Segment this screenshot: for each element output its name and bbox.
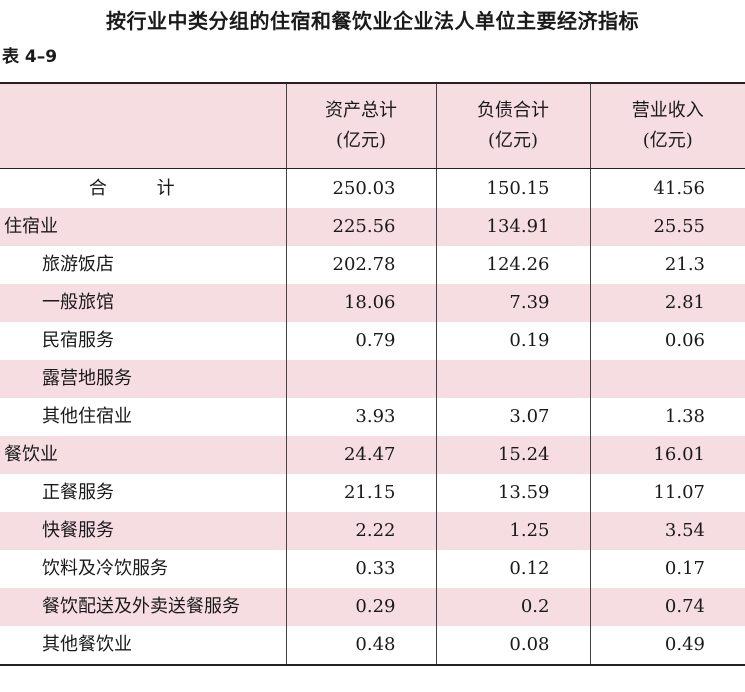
header-total-liabilities: 负债合计 (亿元) — [435, 82, 590, 169]
cell-assets: 0.48 — [285, 626, 436, 666]
cell-liabilities: 13.59 — [435, 474, 590, 512]
table-row: 饮料及冷饮服务 0.33 0.12 0.17 — [0, 550, 745, 588]
cell-assets: 202.78 — [285, 246, 436, 284]
table-row-total: 合 计 250.03 150.15 41.56 — [0, 168, 745, 208]
row-label: 其他住宿业 — [42, 406, 132, 427]
table-row: 其他餐饮业 0.48 0.08 0.49 — [0, 626, 745, 666]
row-label: 其他餐饮业 — [0, 626, 286, 666]
table-row: 民宿服务 0.79 0.19 0.06 — [0, 322, 745, 360]
cell-liabilities — [435, 360, 590, 398]
header-category — [0, 82, 286, 169]
table-row: 旅游饭店 202.78 124.26 21.3 — [0, 246, 745, 284]
cell-revenue: 11.07 — [589, 474, 745, 512]
cell-liabilities: 0.19 — [435, 322, 590, 360]
row-label: 一般旅馆 — [0, 284, 286, 322]
cell-assets: 0.29 — [285, 588, 436, 626]
header-total-assets: 资产总计 (亿元) — [285, 82, 436, 169]
header-operating-revenue-unit: (亿元) — [642, 130, 693, 151]
cell-revenue: 0.49 — [589, 626, 745, 666]
table-row: 餐饮业 24.47 15.24 16.01 — [0, 436, 745, 474]
cell-assets: 0.33 — [285, 550, 436, 588]
cell-revenue: 0.06 — [589, 322, 745, 360]
table-number: 表 4–9 — [2, 47, 58, 67]
cell-assets: 250.03 — [285, 168, 436, 208]
cell-revenue: 0.74 — [589, 588, 745, 626]
cell-assets: 225.56 — [285, 208, 436, 246]
cell-revenue: 2.81 — [589, 284, 745, 322]
table-row: 露营地服务 — [0, 360, 745, 398]
header-total-assets-unit: (亿元) — [335, 130, 387, 151]
table-row: 餐饮配送及外卖送餐服务 0.29 0.2 0.74 — [0, 588, 745, 626]
cell-assets: 21.15 — [285, 474, 436, 512]
header-total-assets-label: 资产总计 — [325, 100, 397, 121]
row-label: 露营地服务 — [0, 360, 286, 398]
row-label: 旅游饭店 — [42, 254, 114, 275]
table-row: 正餐服务 21.15 13.59 11.07 — [0, 474, 745, 512]
row-label: 餐饮业 — [0, 436, 286, 474]
cell-assets: 24.47 — [285, 436, 436, 474]
cell-liabilities: 7.39 — [435, 284, 590, 322]
cell-revenue: 41.56 — [589, 168, 745, 208]
cell-assets: 2.22 — [285, 512, 436, 550]
cell-revenue: 16.01 — [589, 436, 745, 474]
cell-assets: 3.93 — [285, 398, 436, 436]
cell-revenue: 0.17 — [589, 550, 745, 588]
table-row: 其他住宿业 3.93 3.07 1.38 — [0, 398, 745, 436]
row-label: 住宿业 — [0, 208, 286, 246]
header-operating-revenue-label: 营业收入 — [631, 100, 704, 121]
row-label: 餐饮配送及外卖送餐服务 — [0, 588, 286, 626]
header-total-liabilities-unit: (亿元) — [487, 130, 539, 151]
cell-liabilities: 134.91 — [435, 208, 590, 246]
row-label: 正餐服务 — [42, 482, 114, 503]
cell-assets — [285, 360, 436, 398]
cell-liabilities: 15.24 — [435, 436, 590, 474]
table-row: 住宿业 225.56 134.91 25.55 — [0, 208, 745, 246]
cell-liabilities: 0.08 — [435, 626, 590, 666]
data-table-container: 资产总计 (亿元) 负债合计 (亿元) 营业收入 (亿元) 合 计 250.03… — [0, 82, 745, 666]
cell-liabilities: 150.15 — [435, 168, 590, 208]
cell-revenue: 3.54 — [589, 512, 745, 550]
cell-assets: 18.06 — [285, 284, 436, 322]
table-header-row: 资产总计 (亿元) 负债合计 (亿元) 营业收入 (亿元) — [0, 82, 745, 169]
cell-liabilities: 0.2 — [435, 588, 590, 626]
cell-assets: 0.79 — [285, 322, 436, 360]
table-row: 快餐服务 2.22 1.25 3.54 — [0, 512, 745, 550]
row-label: 饮料及冷饮服务 — [42, 558, 168, 579]
row-label: 快餐服务 — [0, 512, 286, 550]
row-label: 民宿服务 — [42, 330, 114, 351]
cell-revenue: 25.55 — [589, 208, 745, 246]
cell-revenue: 1.38 — [589, 398, 745, 436]
table-title: 按行业中类分组的住宿和餐饮业企业法人单位主要经济指标 — [106, 9, 639, 33]
cell-revenue: 21.3 — [589, 246, 745, 284]
cell-liabilities: 124.26 — [435, 246, 590, 284]
row-label: 合 计 — [88, 177, 197, 199]
cell-liabilities: 0.12 — [435, 550, 590, 588]
table-row: 一般旅馆 18.06 7.39 2.81 — [0, 284, 745, 322]
header-total-liabilities-label: 负债合计 — [477, 100, 549, 121]
header-operating-revenue: 营业收入 (亿元) — [589, 82, 745, 169]
cell-revenue — [589, 360, 745, 398]
cell-liabilities: 1.25 — [435, 512, 590, 550]
economic-indicators-table: 资产总计 (亿元) 负债合计 (亿元) 营业收入 (亿元) 合 计 250.03… — [0, 82, 745, 666]
cell-liabilities: 3.07 — [435, 398, 590, 436]
